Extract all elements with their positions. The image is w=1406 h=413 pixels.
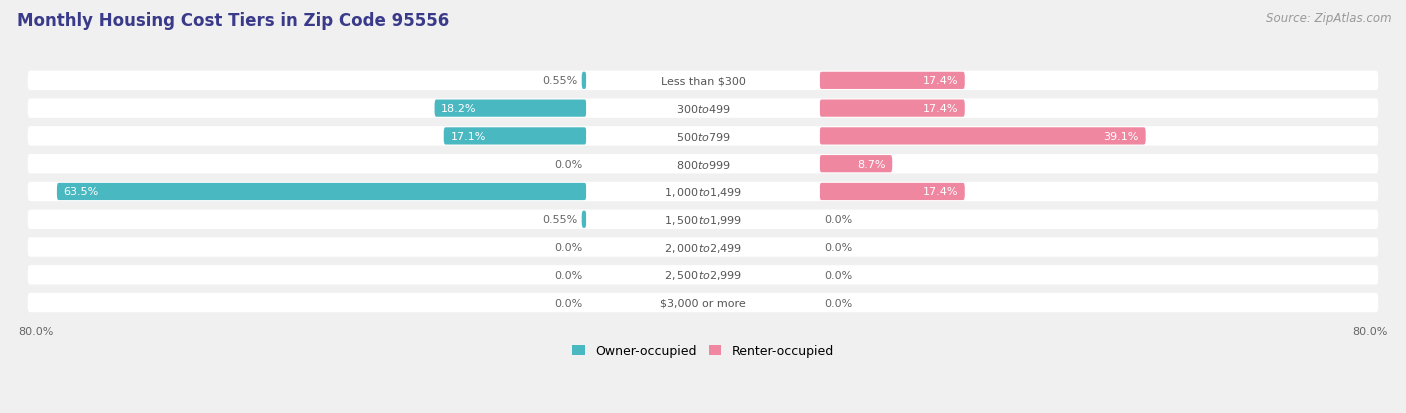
Text: 39.1%: 39.1% xyxy=(1104,132,1139,142)
Text: 0.0%: 0.0% xyxy=(824,298,852,308)
Text: 0.55%: 0.55% xyxy=(543,215,578,225)
Text: Monthly Housing Cost Tiers in Zip Code 95556: Monthly Housing Cost Tiers in Zip Code 9… xyxy=(17,12,449,30)
Text: $2,500 to $2,999: $2,500 to $2,999 xyxy=(664,268,742,282)
Text: 0.0%: 0.0% xyxy=(824,270,852,280)
Text: 0.0%: 0.0% xyxy=(824,215,852,225)
FancyBboxPatch shape xyxy=(586,211,820,228)
FancyBboxPatch shape xyxy=(586,183,820,201)
Text: 8.7%: 8.7% xyxy=(858,159,886,169)
Text: Less than $300: Less than $300 xyxy=(661,76,745,86)
Text: 17.4%: 17.4% xyxy=(922,76,957,86)
Text: $300 to $499: $300 to $499 xyxy=(675,103,731,115)
FancyBboxPatch shape xyxy=(586,294,820,311)
FancyBboxPatch shape xyxy=(820,183,965,201)
FancyBboxPatch shape xyxy=(434,100,586,117)
Text: 0.0%: 0.0% xyxy=(554,270,582,280)
Text: 0.0%: 0.0% xyxy=(824,242,852,252)
Text: 0.0%: 0.0% xyxy=(554,242,582,252)
FancyBboxPatch shape xyxy=(586,156,820,173)
FancyBboxPatch shape xyxy=(56,183,586,201)
Text: 63.5%: 63.5% xyxy=(63,187,98,197)
Text: $800 to $999: $800 to $999 xyxy=(675,158,731,170)
FancyBboxPatch shape xyxy=(444,128,586,145)
Text: 0.0%: 0.0% xyxy=(554,298,582,308)
Text: 0.55%: 0.55% xyxy=(543,76,578,86)
FancyBboxPatch shape xyxy=(582,211,586,228)
FancyBboxPatch shape xyxy=(28,154,1378,174)
FancyBboxPatch shape xyxy=(586,73,820,90)
Text: 18.2%: 18.2% xyxy=(441,104,477,114)
FancyBboxPatch shape xyxy=(28,293,1378,313)
Text: 0.0%: 0.0% xyxy=(554,159,582,169)
FancyBboxPatch shape xyxy=(28,127,1378,146)
Legend: Owner-occupied, Renter-occupied: Owner-occupied, Renter-occupied xyxy=(568,339,838,362)
FancyBboxPatch shape xyxy=(586,239,820,256)
FancyBboxPatch shape xyxy=(820,73,965,90)
Text: 17.4%: 17.4% xyxy=(922,104,957,114)
Text: $1,000 to $1,499: $1,000 to $1,499 xyxy=(664,185,742,199)
FancyBboxPatch shape xyxy=(586,128,820,145)
FancyBboxPatch shape xyxy=(28,210,1378,229)
Text: 17.4%: 17.4% xyxy=(922,187,957,197)
Text: $1,500 to $1,999: $1,500 to $1,999 xyxy=(664,213,742,226)
FancyBboxPatch shape xyxy=(820,128,1146,145)
Text: $2,000 to $2,499: $2,000 to $2,499 xyxy=(664,241,742,254)
FancyBboxPatch shape xyxy=(582,73,586,90)
Text: Source: ZipAtlas.com: Source: ZipAtlas.com xyxy=(1267,12,1392,25)
FancyBboxPatch shape xyxy=(28,71,1378,91)
FancyBboxPatch shape xyxy=(820,100,965,117)
FancyBboxPatch shape xyxy=(586,100,820,117)
FancyBboxPatch shape xyxy=(586,266,820,284)
FancyBboxPatch shape xyxy=(28,266,1378,285)
Text: $3,000 or more: $3,000 or more xyxy=(661,298,745,308)
FancyBboxPatch shape xyxy=(28,99,1378,119)
FancyBboxPatch shape xyxy=(28,238,1378,257)
Text: 17.1%: 17.1% xyxy=(450,132,486,142)
FancyBboxPatch shape xyxy=(28,182,1378,202)
FancyBboxPatch shape xyxy=(820,156,893,173)
Text: $500 to $799: $500 to $799 xyxy=(675,131,731,142)
